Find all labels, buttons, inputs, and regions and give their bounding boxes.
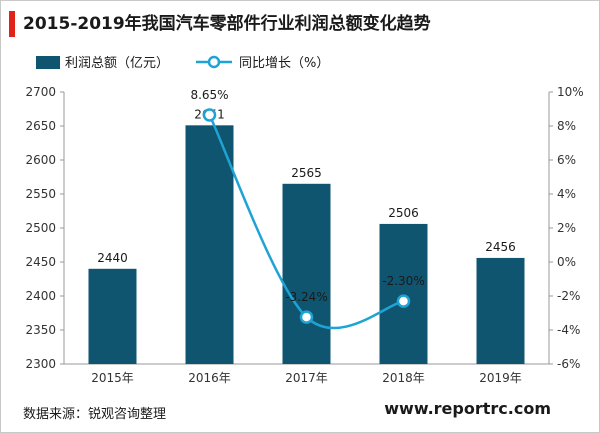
y-right-tick-label: -6% <box>557 357 580 371</box>
bar-value-label: 2456 <box>485 240 516 254</box>
bar <box>379 223 428 364</box>
title-accent-bar <box>9 11 15 37</box>
y-left-tick-label: 2300 <box>25 357 56 371</box>
bar <box>88 268 137 364</box>
growth-line <box>208 114 404 330</box>
growth-point <box>396 294 411 308</box>
chart-title: 2015-2019年我国汽车零部件行业利润总额变化趋势 <box>23 14 431 34</box>
growth-point <box>202 108 217 122</box>
growth-value-label: -3.24% <box>285 290 327 304</box>
y-right-tick-label: 2% <box>557 221 576 235</box>
bar-value-label: 2565 <box>291 166 322 180</box>
legend-bar-label: 利润总额（亿元） <box>65 56 169 71</box>
y-right-tick-label: 8% <box>557 119 576 133</box>
legend-bar-swatch <box>36 56 60 69</box>
growth-point <box>299 310 314 324</box>
x-tick-label: 2017年 <box>285 371 328 385</box>
y-right-tick-label: 0% <box>557 255 576 269</box>
y-right-tick-label: -4% <box>557 323 580 337</box>
legend-line-label: 同比增长（%） <box>239 56 329 71</box>
y-right-tick-label: 6% <box>557 153 576 167</box>
website-url: www.reportrc.com <box>384 399 551 418</box>
y-left-tick-label: 2700 <box>25 85 56 99</box>
x-tick-label: 2019年 <box>479 371 522 385</box>
y-left-tick-label: 2400 <box>25 289 56 303</box>
x-tick-label: 2015年 <box>91 371 134 385</box>
y-left-tick-label: 2650 <box>25 119 56 133</box>
growth-value-label: 8.65% <box>190 88 228 102</box>
data-source: 数据来源：锐观咨询整理 <box>23 407 167 422</box>
y-left-tick-label: 2600 <box>25 153 56 167</box>
bar-value-label: 2506 <box>388 206 419 220</box>
y-left-tick-label: 2500 <box>25 221 56 235</box>
y-left-tick-label: 2450 <box>25 255 56 269</box>
growth-value-label: -2.30% <box>382 274 424 288</box>
bar-value-label: 2440 <box>97 251 128 265</box>
bar <box>282 183 331 364</box>
bar <box>476 257 525 364</box>
x-tick-label: 2016年 <box>188 371 231 385</box>
y-right-tick-label: -2% <box>557 289 580 303</box>
legend-line-marker <box>207 55 221 69</box>
y-left-tick-label: 2550 <box>25 187 56 201</box>
y-right-tick-label: 10% <box>557 85 584 99</box>
bar <box>185 125 234 364</box>
x-tick-label: 2018年 <box>382 371 425 385</box>
y-left-tick-label: 2350 <box>25 323 56 337</box>
y-right-tick-label: 4% <box>557 187 576 201</box>
